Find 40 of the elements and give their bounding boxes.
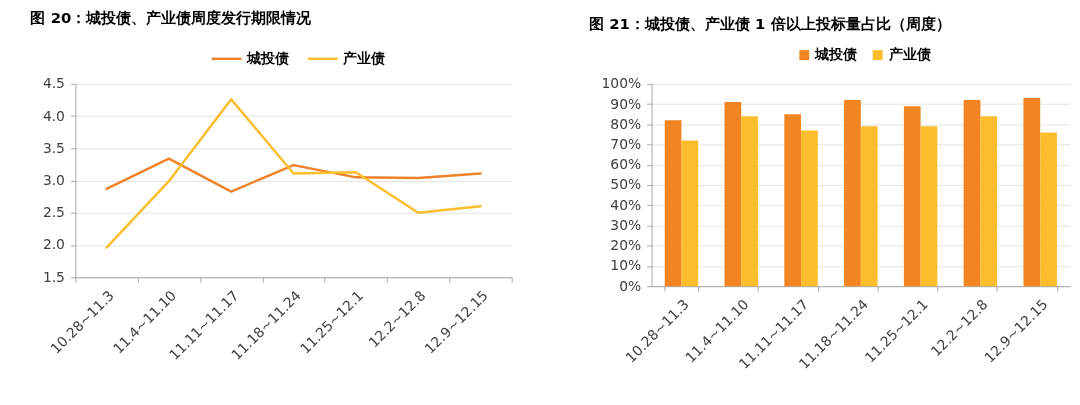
line-series [105,157,482,193]
bar [963,100,981,287]
y-tick-label: 2.5 [42,204,65,221]
y-tick-label: 4.0 [42,107,65,124]
bar [1023,98,1041,287]
bar [844,100,861,287]
y-tick-label: 0% [619,277,642,294]
bar [724,102,742,287]
bar [681,140,699,287]
legend-label: 城投债 [814,46,858,63]
y-tick-label: 40% [610,196,642,213]
legend-label: 产业债 [887,46,931,63]
bar [903,106,921,287]
y-tick-label: 30% [610,216,642,233]
chart-title: 图 20：城投债、产业债周度发行期限情况 [30,9,313,28]
y-tick-label: 20% [610,237,642,254]
y-tick-label: 100% [601,75,642,92]
bar [920,126,938,287]
legend-label: 产业债 [342,49,386,66]
y-tick-label: 90% [610,95,642,112]
y-tick-label: 4.5 [42,75,65,92]
legend-label: 城投债 [245,49,289,66]
y-tick-label: 3.5 [42,139,65,156]
y-tick-label: 80% [610,115,642,132]
y-tick-label: 3.0 [42,172,65,189]
bar [1040,132,1057,287]
chart-title: 图 21：城投债、产业债 1 倍以上投标量占比（周度） [589,15,951,34]
y-tick-label: 10% [610,257,642,274]
bar [980,116,998,287]
bar [801,130,818,287]
y-tick-label: 1.5 [42,268,65,285]
line-series [105,98,482,249]
bar [784,114,802,287]
bar [741,116,758,287]
y-tick-label: 50% [610,176,642,193]
y-tick-label: 2.0 [42,236,65,253]
y-tick-label: 70% [610,136,642,153]
bar [664,120,682,287]
y-tick-label: 60% [610,156,642,173]
bar [860,126,878,287]
